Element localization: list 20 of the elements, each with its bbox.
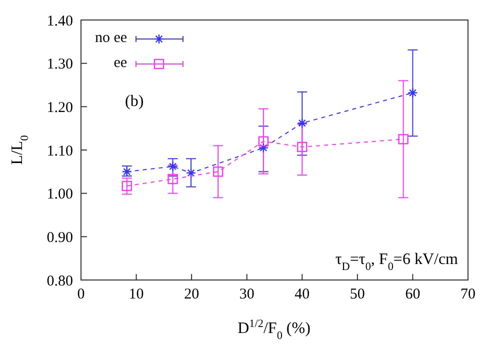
x-tick-label: 20 [184,286,200,303]
legend-label: no ee [95,30,128,47]
x-tick-label: 40 [294,286,310,303]
y-tick-label: 0.90 [46,230,73,246]
annotation: τ$_{D}$=τ$_{0}$, F$_{0}$=6 kV/cm [335,251,459,273]
y-tick-label: 1.20 [46,100,73,116]
x-axis-title: D$^{1/2}$/F$_{0}$ (%) [238,318,310,342]
y-tick-label: 1.10 [46,143,73,160]
x-tick-label: 0 [77,286,85,303]
x-tick-label: 30 [239,286,254,303]
y-tick-label: 1.00 [46,186,73,203]
annotation: (b) [125,93,144,110]
x-tick-label: 70 [460,286,476,303]
legend-label: ee [114,55,128,72]
y-tick-label: 1.40 [46,13,73,30]
x-tick-label: 60 [405,286,420,303]
x-tick-label: 10 [128,286,144,303]
y-tick-label: 0.80 [46,273,73,290]
y-tick-label: 1.30 [46,56,73,73]
x-tick-label: 50 [350,286,365,303]
